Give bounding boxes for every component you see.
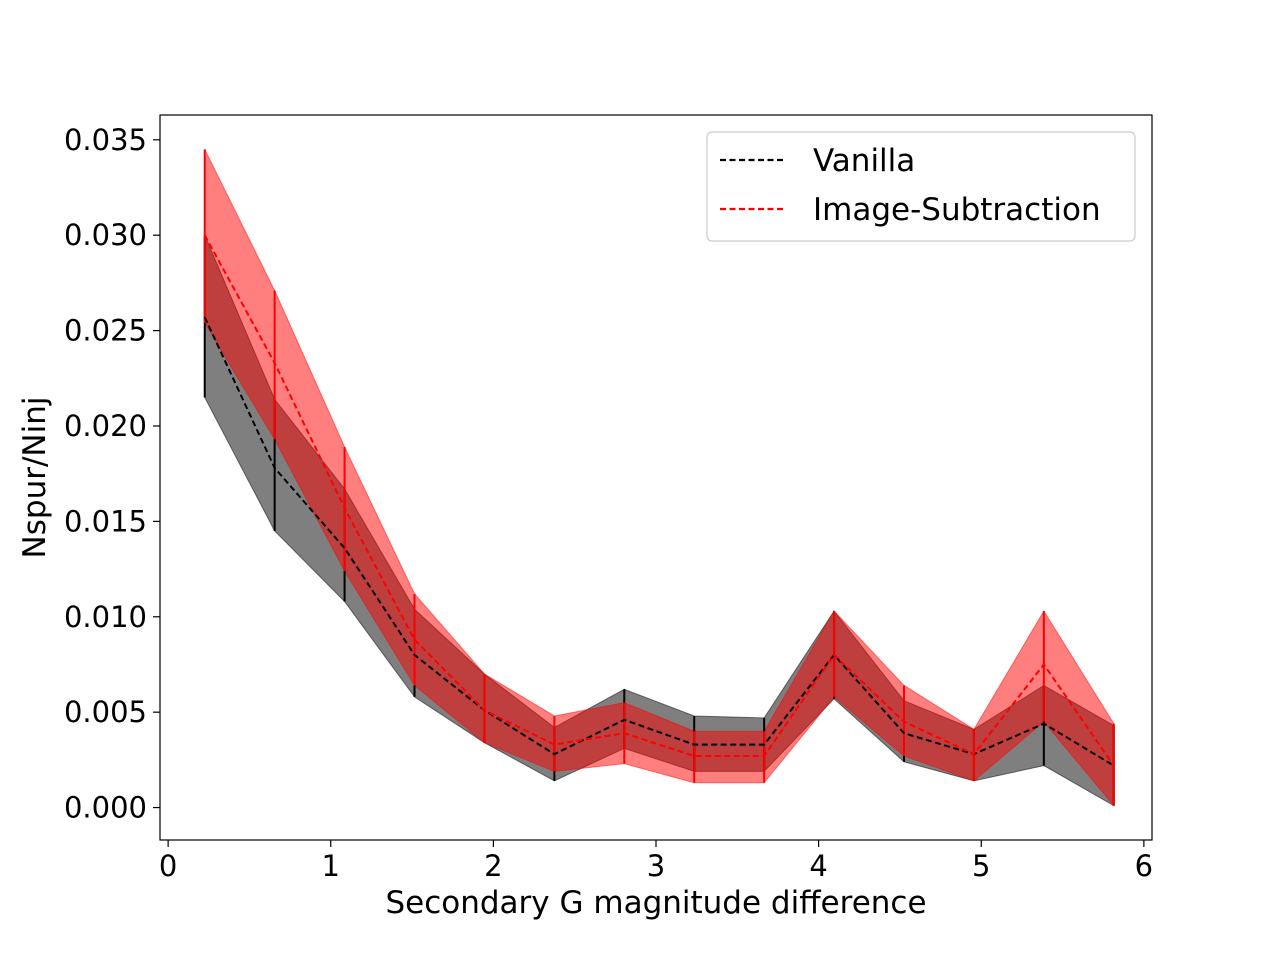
series-lines bbox=[203, 234, 1115, 767]
x-tick-label: 4 bbox=[809, 849, 827, 883]
band-image-subtraction bbox=[204, 149, 1115, 808]
x-tick-label: 2 bbox=[484, 849, 502, 883]
x-axis: 0 1 2 3 4 5 6 bbox=[159, 840, 1153, 883]
x-tick-label: 6 bbox=[1135, 849, 1153, 883]
y-axis: 0.000 0.005 0.010 0.015 0.020 0.025 0.030 0.035 bbox=[64, 123, 160, 825]
y-tick-label: 0.000 bbox=[64, 791, 147, 825]
x-tick-label: 5 bbox=[972, 849, 990, 883]
y-tick-label: 0.005 bbox=[64, 695, 147, 729]
legend-label-vanilla: Vanilla bbox=[813, 143, 915, 179]
line-image-subtraction bbox=[203, 234, 1115, 767]
x-axis-label: Secondary G magnitude difference bbox=[385, 885, 926, 921]
x-tick-label: 3 bbox=[647, 849, 665, 883]
y-tick-label: 0.015 bbox=[64, 504, 147, 538]
legend-box bbox=[706, 131, 1136, 242]
y-tick-label: 0.025 bbox=[64, 314, 147, 348]
legend: Vanilla Image-Subtraction bbox=[706, 131, 1136, 242]
y-tick-label: 0.010 bbox=[64, 600, 147, 634]
x-tick-label: 1 bbox=[322, 849, 340, 883]
line-vanilla bbox=[203, 316, 1115, 767]
y-tick-label: 0.020 bbox=[64, 409, 147, 443]
y-tick-label: 0.035 bbox=[64, 123, 147, 157]
confidence-bands bbox=[204, 149, 1115, 808]
x-tick-label: 0 bbox=[159, 849, 177, 883]
y-axis-label: Nspur/Ninj bbox=[17, 397, 53, 559]
y-tick-label: 0.030 bbox=[64, 218, 147, 252]
legend-label-image-subtraction: Image-Subtraction bbox=[813, 192, 1101, 228]
